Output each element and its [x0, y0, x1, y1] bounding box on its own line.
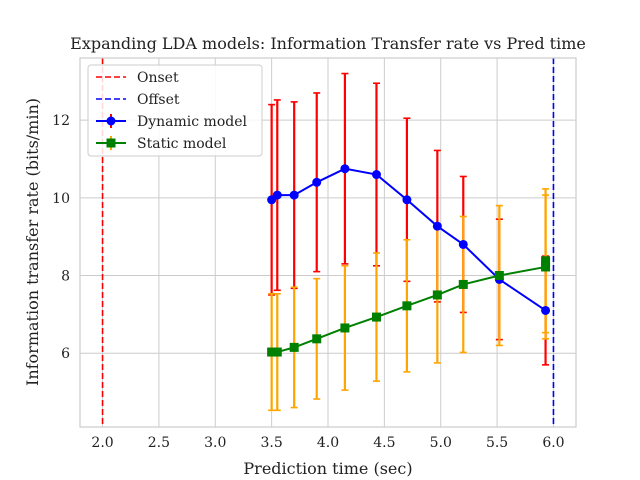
y-axis-title: Information transfer rate (bits/min)	[23, 98, 42, 386]
legend-label-dynamic-model: Dynamic model	[137, 114, 247, 130]
series	[267, 164, 551, 357]
legend: Onset Offset Dynamic model Static model	[87, 64, 263, 157]
x-tick-label: 3.5	[261, 435, 283, 451]
static-model-point	[289, 342, 299, 352]
dynamic-model-point	[371, 170, 381, 180]
static-model-point	[340, 323, 350, 333]
dynamic-model-point	[432, 221, 442, 231]
x-tick-label: 4.5	[373, 435, 395, 451]
legend-label-offset: Offset	[137, 92, 180, 108]
legend-label-onset: Onset	[137, 70, 179, 86]
static-model-point	[267, 347, 277, 357]
x-tick-label: 2.5	[148, 435, 170, 451]
chart-title: Expanding LDA models: Information Transf…	[70, 34, 586, 53]
x-tick-label: 2.0	[91, 435, 113, 451]
reference-lines	[101, 58, 555, 427]
legend-marker-static-model	[106, 138, 116, 148]
dynamic-model-point	[289, 190, 299, 200]
y-tick-label: 8	[61, 269, 70, 285]
static-model-point	[312, 334, 322, 344]
dynamic-model-point	[541, 305, 551, 315]
legend-marker-dynamic-model	[106, 116, 116, 126]
static-model-point	[541, 262, 551, 272]
x-axis-title: Prediction time (sec)	[243, 459, 412, 478]
static-model-point	[371, 312, 381, 322]
x-tick-label: 4.0	[317, 435, 339, 451]
static-model-point	[432, 290, 442, 300]
x-tick-label: 3.0	[204, 435, 226, 451]
static-model-point	[494, 271, 504, 281]
x-tick-label: 5.0	[430, 435, 452, 451]
dynamic-model-point	[458, 239, 468, 249]
dynamic-model-point	[272, 190, 282, 200]
x-tick-label: 5.5	[486, 435, 508, 451]
static-model-point	[541, 256, 551, 266]
y-tick-label: 6	[61, 346, 70, 362]
legend-box	[87, 64, 263, 157]
y-tick-label: 10	[52, 191, 70, 207]
static-model-point	[458, 279, 468, 289]
static-model-point	[402, 301, 412, 311]
dynamic-model-point	[312, 177, 322, 187]
dynamic-model-point	[340, 164, 350, 174]
y-tick-label: 12	[52, 113, 70, 129]
ticks: 2.0 2.5 3.0 3.5 4.0 4.5 5.0 5.5 6.0 6 8 10 12	[52, 113, 564, 451]
plot-frame	[79, 57, 577, 428]
static-model-point	[272, 347, 282, 357]
x-tick-label: 6.0	[542, 435, 564, 451]
dynamic-model-point	[402, 195, 412, 205]
legend-label-static-model: Static model	[137, 136, 227, 152]
